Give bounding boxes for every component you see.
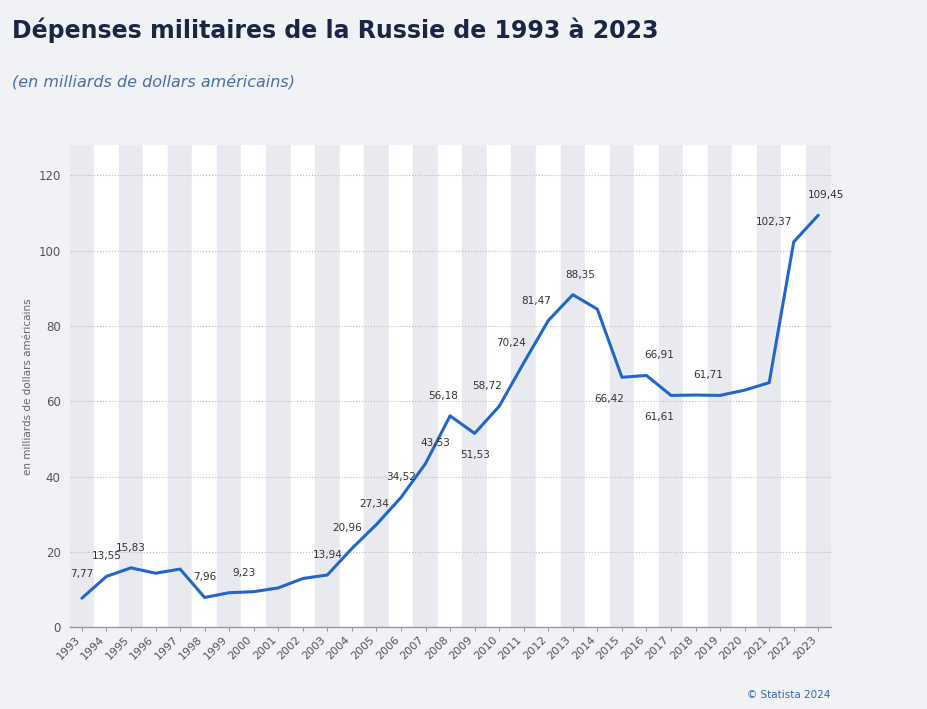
Text: 58,72: 58,72 <box>472 381 502 391</box>
Bar <box>388 145 413 627</box>
Text: 81,47: 81,47 <box>520 296 551 306</box>
Text: 51,53: 51,53 <box>459 450 489 459</box>
Bar <box>511 145 536 627</box>
Text: © Statista 2024: © Statista 2024 <box>746 691 830 700</box>
Bar <box>682 145 707 627</box>
Bar <box>560 145 584 627</box>
Text: 102,37: 102,37 <box>756 217 792 227</box>
Bar <box>70 145 94 627</box>
Text: (en milliards de dollars américains): (en milliards de dollars américains) <box>12 74 295 90</box>
Bar <box>462 145 487 627</box>
Text: 88,35: 88,35 <box>565 269 594 279</box>
Bar <box>143 145 168 627</box>
Text: 15,83: 15,83 <box>116 543 146 553</box>
Bar <box>363 145 388 627</box>
Bar <box>609 145 633 627</box>
Bar <box>290 145 315 627</box>
Text: 70,24: 70,24 <box>496 337 526 348</box>
Bar <box>413 145 438 627</box>
Text: 7,96: 7,96 <box>193 572 216 582</box>
Bar <box>192 145 217 627</box>
Bar <box>731 145 756 627</box>
Bar <box>217 145 241 627</box>
Text: Dépenses militaires de la Russie de 1993 à 2023: Dépenses militaires de la Russie de 1993… <box>12 18 658 43</box>
Text: 13,55: 13,55 <box>92 552 121 562</box>
Text: 43,53: 43,53 <box>420 438 450 448</box>
Text: 61,61: 61,61 <box>643 412 673 422</box>
Bar <box>756 145 781 627</box>
Text: 9,23: 9,23 <box>232 568 255 578</box>
Bar <box>438 145 462 627</box>
Bar <box>633 145 658 627</box>
Bar <box>315 145 339 627</box>
Text: 7,77: 7,77 <box>70 569 94 579</box>
Bar <box>536 145 560 627</box>
Bar <box>806 145 830 627</box>
Bar <box>781 145 806 627</box>
Bar <box>707 145 731 627</box>
Bar <box>266 145 290 627</box>
Bar <box>94 145 119 627</box>
Text: 20,96: 20,96 <box>332 523 362 533</box>
Text: 66,91: 66,91 <box>643 350 673 360</box>
Bar <box>487 145 511 627</box>
Text: 61,71: 61,71 <box>692 370 722 380</box>
Text: 66,42: 66,42 <box>594 393 624 403</box>
Bar <box>658 145 682 627</box>
Text: 34,52: 34,52 <box>386 472 415 482</box>
Text: 56,18: 56,18 <box>427 391 457 401</box>
Text: 27,34: 27,34 <box>359 499 388 510</box>
Text: 13,94: 13,94 <box>312 550 342 560</box>
Bar <box>339 145 363 627</box>
Bar <box>584 145 609 627</box>
Y-axis label: en milliards de dollars américains: en milliards de dollars américains <box>22 298 32 475</box>
Bar <box>168 145 192 627</box>
Bar <box>241 145 266 627</box>
Bar <box>119 145 143 627</box>
Text: 109,45: 109,45 <box>806 190 843 200</box>
